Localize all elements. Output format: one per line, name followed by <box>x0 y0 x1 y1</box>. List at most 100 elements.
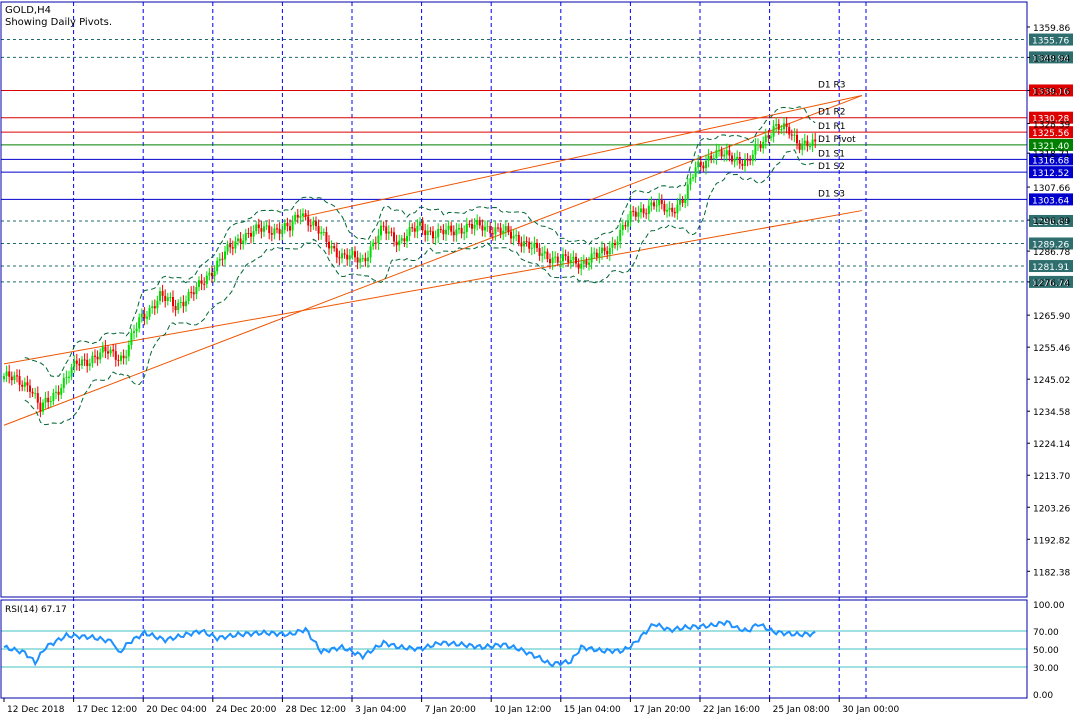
channel-trend-line <box>302 95 863 218</box>
bear-candle <box>382 225 385 227</box>
pivot-price-box <box>1029 193 1073 206</box>
bear-candle <box>653 202 655 207</box>
bull-candle <box>195 286 198 295</box>
y-axis-tick-label: 1213.70 <box>1033 472 1070 482</box>
bear-candle <box>278 228 281 234</box>
bear-candle <box>122 355 125 359</box>
bear-candle <box>335 248 338 258</box>
bull-candle <box>320 232 323 234</box>
bear-candle <box>710 155 713 159</box>
bear-candle <box>785 123 788 127</box>
bear-candle <box>564 254 567 257</box>
bull-candle <box>133 331 135 334</box>
bull-candle <box>42 402 44 412</box>
bear-candle <box>247 232 250 234</box>
bear-candle <box>94 355 96 357</box>
bull-candle <box>185 301 187 307</box>
bear-candle <box>624 225 627 227</box>
bull-candle <box>120 355 122 361</box>
bull-candle <box>135 328 138 332</box>
bear-candle <box>231 247 234 249</box>
bear-candle <box>47 397 50 403</box>
bull-candle <box>655 205 658 207</box>
bull-candle <box>494 227 497 235</box>
bear-candle <box>229 244 232 248</box>
bull-candle <box>437 228 440 238</box>
bull-candle <box>101 346 104 353</box>
pivot-name-label: D1 Pivot <box>818 135 856 145</box>
bull-candle <box>601 247 603 254</box>
level-price-label: 1281.91 <box>1032 263 1069 273</box>
bull-candle <box>684 199 687 203</box>
bear-candle <box>393 232 395 242</box>
bull-candle <box>541 253 544 256</box>
x-axis-tick-label: 12 Dec 2018 <box>7 705 65 715</box>
bear-candle <box>567 256 570 263</box>
bear-candle <box>603 247 606 251</box>
bull-candle <box>569 259 572 263</box>
bear-candle <box>728 150 731 156</box>
bull-candle <box>255 224 258 232</box>
x-axis-tick-label: 24 Dec 20:00 <box>216 705 277 715</box>
bear-candle <box>491 233 494 235</box>
bull-candle <box>369 246 372 258</box>
bull-candle <box>65 377 68 379</box>
bull-candle <box>81 359 83 366</box>
bull-candle <box>629 210 632 221</box>
bear-candle <box>78 363 81 366</box>
bear-candle <box>364 258 367 262</box>
bull-candle <box>523 241 525 247</box>
bear-candle <box>577 263 580 269</box>
bull-candle <box>772 126 775 137</box>
bull-candle <box>62 377 65 389</box>
bear-candle <box>413 228 416 232</box>
bull-candle <box>49 401 52 403</box>
bull-candle <box>637 212 640 217</box>
bull-candle <box>208 272 211 276</box>
pivot-price-box <box>1029 84 1073 97</box>
bull-candle <box>770 136 772 138</box>
pivot-price-box <box>1029 166 1073 179</box>
bull-candle <box>627 220 629 227</box>
bull-candle <box>718 150 720 152</box>
bull-candle <box>476 220 479 225</box>
bear-candle <box>395 241 398 246</box>
y-axis-tick-label: 1192.82 <box>1033 536 1070 546</box>
bull-candle <box>234 241 237 249</box>
y-axis-tick-label: 1307.66 <box>1033 184 1070 194</box>
bull-candle <box>455 229 458 236</box>
bear-candle <box>31 391 34 394</box>
bear-candle <box>536 242 538 248</box>
pivot-price-label: 1325.56 <box>1032 129 1069 139</box>
bear-candle <box>239 238 242 244</box>
bull-candle <box>486 226 489 228</box>
bull-candle <box>130 333 133 346</box>
bear-candle <box>749 159 752 161</box>
bear-candle <box>29 385 31 392</box>
bear-candle <box>510 231 512 239</box>
bear-candle <box>18 376 21 385</box>
bull-candle <box>283 222 286 230</box>
bull-candle <box>658 199 661 206</box>
level-price-label: 1276.74 <box>1032 279 1069 289</box>
bull-candle <box>725 150 728 155</box>
bull-candle <box>559 261 562 263</box>
bull-candle <box>361 258 364 260</box>
bull-candle <box>265 225 268 227</box>
bull-candle <box>434 237 437 239</box>
bull-candle <box>445 229 447 235</box>
bull-candle <box>281 229 284 234</box>
bull-candle <box>348 255 351 260</box>
level-price-box <box>1029 214 1073 227</box>
bull-candle <box>55 391 57 393</box>
bear-candle <box>489 226 492 234</box>
x-axis-tick-label: 7 Jan 20:00 <box>425 705 477 715</box>
bull-candle <box>169 296 172 298</box>
bear-candle <box>452 231 455 236</box>
level-price-label: 1349.94 <box>1032 54 1069 64</box>
bear-candle <box>645 213 648 215</box>
bull-candle <box>465 223 468 232</box>
bull-candle <box>5 371 8 377</box>
bear-candle <box>777 124 780 130</box>
